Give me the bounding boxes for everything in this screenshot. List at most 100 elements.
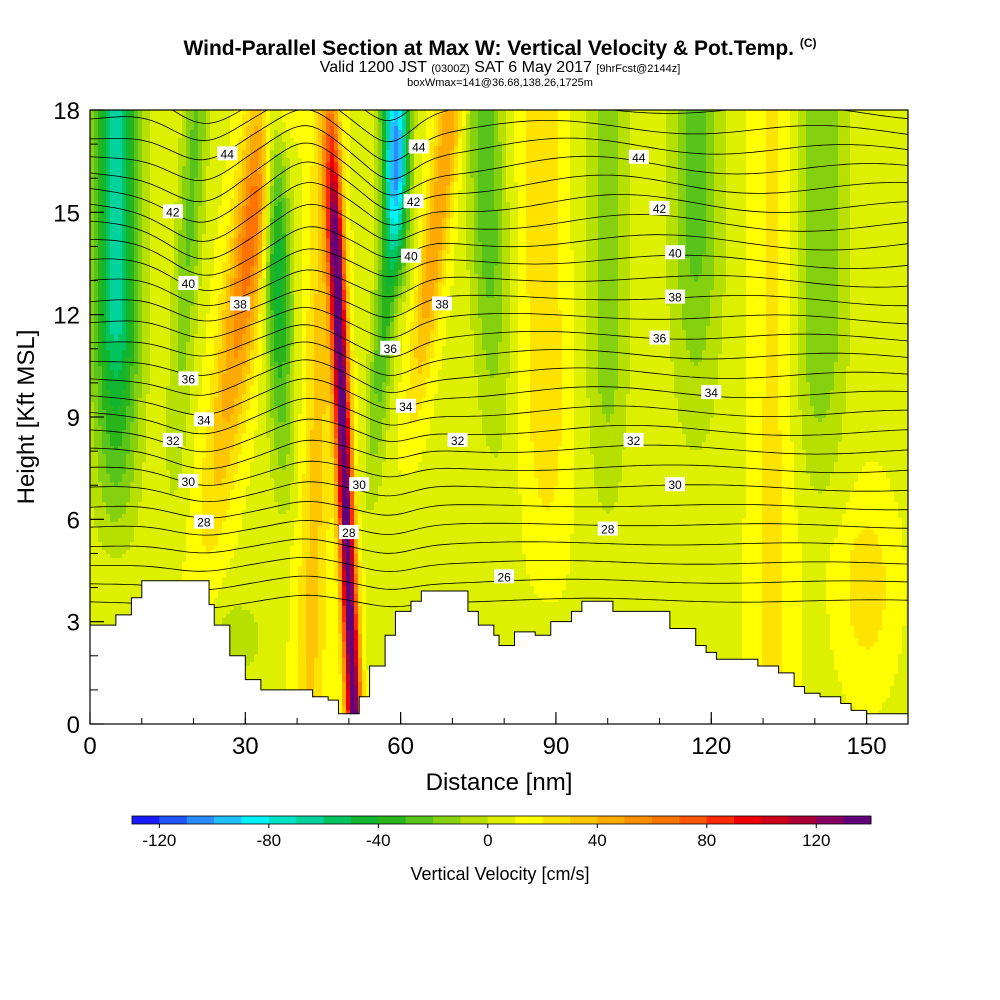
field-cell (466, 118, 471, 123)
field-cell (282, 126, 287, 131)
field-cell (850, 178, 855, 183)
field-cell (186, 142, 191, 147)
field-cell (838, 110, 843, 115)
field-cell (218, 110, 223, 115)
field-cell (678, 134, 683, 139)
field-cell (734, 122, 739, 127)
field-cell (382, 166, 387, 171)
field-cell (790, 186, 795, 191)
field-cell (874, 122, 879, 127)
field-cell (586, 110, 591, 115)
field-cell (142, 194, 147, 199)
field-cell (130, 118, 135, 123)
field-cell (94, 166, 99, 171)
field-cell (634, 202, 639, 207)
chart-svg: 44 44444242 424040 4038 38 3836363634343432 32… (0, 0, 1000, 1000)
field-cell (382, 170, 387, 175)
field-cell (230, 202, 235, 207)
field-cell (854, 170, 859, 175)
field-cell (722, 162, 727, 167)
field-cell (754, 158, 759, 163)
field-cell (214, 202, 219, 207)
field-cell (258, 158, 263, 163)
field-cell (734, 178, 739, 183)
field-cell (814, 150, 819, 155)
field-cell (686, 202, 691, 207)
field-cell (882, 150, 887, 155)
field-cell (798, 174, 803, 179)
field-cell (554, 190, 559, 195)
field-cell (710, 190, 715, 195)
field-cell (886, 150, 891, 155)
field-cell (282, 110, 287, 115)
field-cell (654, 166, 659, 171)
field-cell (110, 162, 115, 167)
field-cell (834, 154, 839, 159)
field-cell (190, 122, 195, 127)
field-cell (386, 142, 391, 147)
field-cell (102, 150, 107, 155)
field-cell (546, 174, 551, 179)
field-cell (130, 114, 135, 119)
field-cell (302, 154, 307, 159)
field-cell (626, 138, 631, 143)
field-cell (650, 162, 655, 167)
field-cell (738, 138, 743, 143)
field-cell (298, 166, 303, 171)
field-cell (174, 118, 179, 123)
field-cell (590, 110, 595, 115)
field-cell (782, 198, 787, 203)
field-cell (202, 130, 207, 135)
field-cell (578, 166, 583, 171)
field-cell (778, 110, 783, 115)
field-cell (466, 158, 471, 163)
field-cell (674, 126, 679, 131)
field-cell (254, 194, 259, 199)
field-cell (442, 150, 447, 155)
field-cell (570, 130, 575, 135)
field-cell (458, 138, 463, 143)
field-cell (410, 178, 415, 183)
field-cell (358, 154, 363, 159)
field-cell (686, 174, 691, 179)
field-cell (314, 166, 319, 171)
field-cell (282, 206, 287, 211)
field-cell (878, 190, 883, 195)
field-cell (750, 122, 755, 127)
field-cell (682, 194, 687, 199)
field-cell (354, 182, 359, 187)
field-cell (546, 134, 551, 139)
field-cell (342, 166, 347, 171)
field-cell (810, 118, 815, 123)
field-cell (698, 198, 703, 203)
field-cell (258, 202, 263, 207)
field-cell (118, 118, 123, 123)
field-cell (186, 202, 191, 207)
field-cell (598, 114, 603, 119)
field-cell (502, 198, 507, 203)
field-cell (426, 122, 431, 127)
field-cell (898, 118, 903, 123)
field-cell (482, 158, 487, 163)
field-cell (474, 122, 479, 127)
field-cell (202, 162, 207, 167)
field-cell (814, 194, 819, 199)
field-cell (550, 194, 555, 199)
field-cell (130, 154, 135, 159)
field-cell (326, 126, 331, 131)
field-cell (710, 174, 715, 179)
field-cell (150, 150, 155, 155)
field-cell (222, 186, 227, 191)
field-cell (98, 158, 103, 163)
field-cell (802, 154, 807, 159)
field-cell (850, 118, 855, 123)
field-cell (106, 126, 111, 131)
field-cell (830, 134, 835, 139)
field-cell (238, 170, 243, 175)
field-cell (486, 170, 491, 175)
field-cell (130, 134, 135, 139)
field-cell (114, 194, 119, 199)
field-cell (566, 202, 571, 207)
field-cell (486, 182, 491, 187)
field-cell (538, 122, 543, 127)
